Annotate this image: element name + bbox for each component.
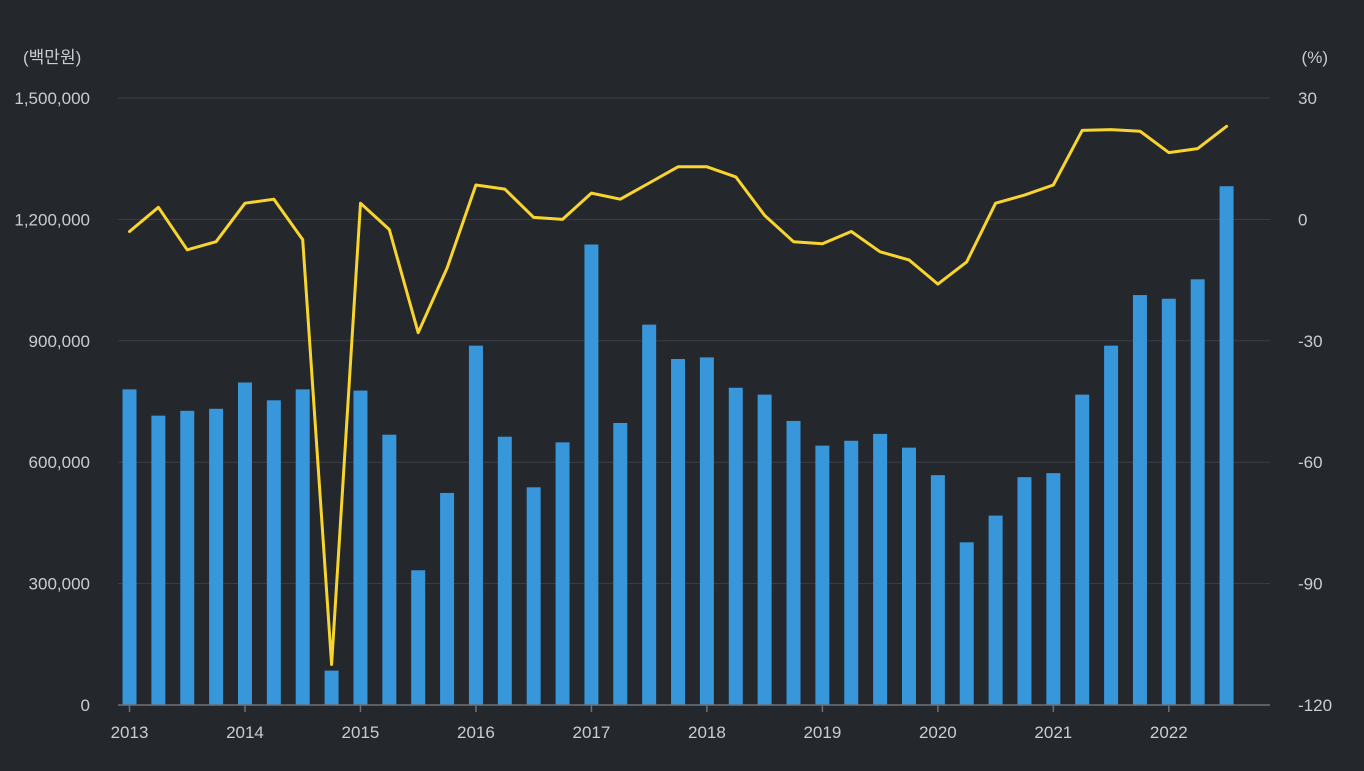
right-tick-label: -120 <box>1298 696 1332 715</box>
bar <box>468 345 483 705</box>
bar <box>526 487 541 705</box>
gridlines <box>118 97 1270 585</box>
left-tick-label: 1,500,000 <box>14 89 90 108</box>
bar <box>757 394 772 705</box>
right-tick-label: 0 <box>1298 210 1307 229</box>
bar <box>1190 279 1205 705</box>
right-axis-unit: (%) <box>1302 48 1328 67</box>
bar-series <box>122 186 1234 706</box>
x-tick-label: 2021 <box>1034 723 1072 742</box>
bar <box>353 390 368 705</box>
bar <box>497 436 512 705</box>
bar <box>411 570 426 705</box>
x-tick-label: 2017 <box>573 723 611 742</box>
bar <box>237 382 252 705</box>
bar <box>1075 394 1090 705</box>
left-tick-label: 300,000 <box>29 575 90 594</box>
bar <box>440 492 455 705</box>
bar <box>266 400 281 705</box>
bar <box>786 420 801 705</box>
bar <box>382 434 397 705</box>
bar <box>1046 473 1061 705</box>
bar <box>671 359 686 705</box>
bar <box>699 357 714 705</box>
x-tick-label: 2022 <box>1150 723 1188 742</box>
x-tick-label: 2016 <box>457 723 495 742</box>
left-tick-label: 600,000 <box>29 453 90 472</box>
x-tick-label: 2014 <box>226 723 264 742</box>
bar <box>295 389 310 705</box>
bar <box>1017 477 1032 705</box>
x-tick-label: 2018 <box>688 723 726 742</box>
bar <box>728 387 743 705</box>
bar <box>815 445 830 705</box>
x-tick-label: 2020 <box>919 723 957 742</box>
bar <box>959 542 974 705</box>
bar <box>930 475 945 705</box>
bar <box>988 515 1003 705</box>
bar <box>1219 186 1234 705</box>
right-tick-label: -60 <box>1298 453 1323 472</box>
bar <box>844 440 859 705</box>
right-tick-label: 30 <box>1298 89 1317 108</box>
bar <box>1104 345 1119 705</box>
bar <box>642 324 657 705</box>
bar <box>324 670 339 705</box>
bar <box>901 447 916 705</box>
right-tick-label: -90 <box>1298 575 1323 594</box>
left-tick-label: 0 <box>81 696 90 715</box>
bar <box>1161 298 1176 705</box>
bar <box>180 410 195 705</box>
x-tick-label: 2019 <box>803 723 841 742</box>
left-axis-unit: (백만원) <box>23 48 81 67</box>
bar <box>209 408 224 705</box>
line-path <box>128 124 1229 666</box>
line-series <box>128 124 1229 666</box>
bar <box>584 244 599 706</box>
bar <box>613 422 628 705</box>
bar <box>555 442 570 705</box>
right-tick-label: -30 <box>1298 332 1323 351</box>
x-tick-label: 2013 <box>111 723 149 742</box>
bar <box>122 389 137 705</box>
bar <box>873 433 888 705</box>
bar <box>1132 295 1147 705</box>
y-axis-labels: 0 300,000 600,000 900,000 1,200,000 1,500,000… <box>14 89 1332 715</box>
left-tick-label: 1,200,000 <box>14 210 90 229</box>
left-tick-label: 900,000 <box>29 332 90 351</box>
x-tick-label: 2015 <box>342 723 380 742</box>
x-axis: 2013 2014 2015 2016 2017 2018 2019 2020 2021 2022 <box>111 704 1270 742</box>
bar <box>151 415 166 705</box>
